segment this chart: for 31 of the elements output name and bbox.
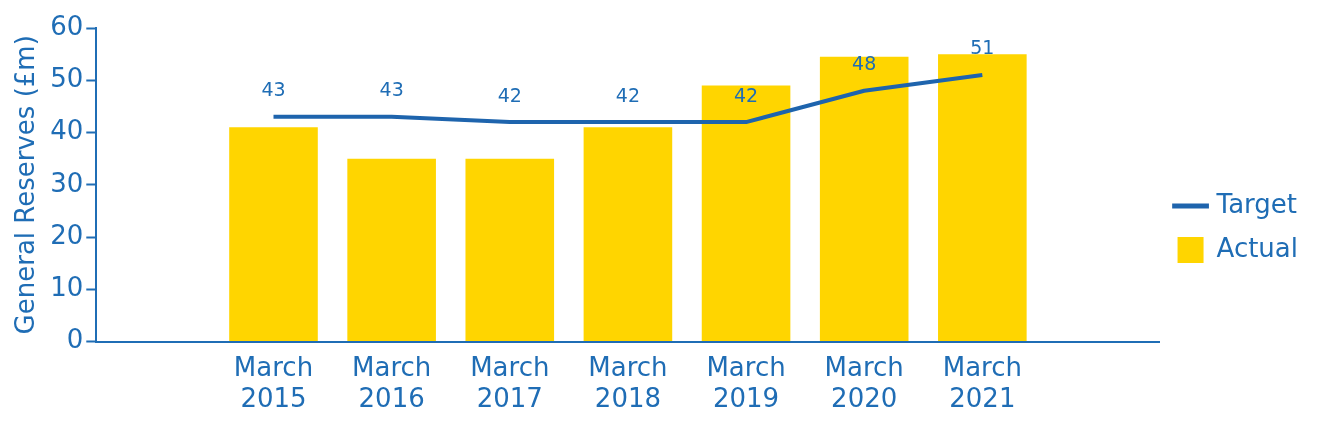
data-label: 42 bbox=[497, 83, 522, 106]
y-tick-label: 60 bbox=[50, 10, 84, 41]
y-axis-title: General Reserves (£m) bbox=[10, 35, 41, 335]
data-label: 43 bbox=[379, 78, 404, 101]
y-tick-label: 10 bbox=[50, 272, 84, 303]
bar bbox=[347, 158, 436, 342]
y-tick-label: 20 bbox=[50, 219, 84, 250]
data-label: 42 bbox=[733, 83, 759, 106]
x-tick-label: March 2018 bbox=[588, 351, 668, 414]
bar bbox=[465, 158, 555, 342]
y-tick-label: 0 bbox=[66, 324, 84, 355]
data-label: 51 bbox=[970, 36, 995, 59]
y-tick-label: 50 bbox=[50, 63, 84, 94]
bar bbox=[938, 54, 1027, 342]
bar bbox=[701, 85, 791, 342]
bar bbox=[583, 127, 673, 342]
data-label: 42 bbox=[615, 83, 641, 106]
data-label: 48 bbox=[852, 52, 877, 75]
x-tick-label: March 2016 bbox=[352, 351, 432, 414]
x-tick-label: March 2021 bbox=[942, 351, 1022, 414]
x-tick-label: March 2019 bbox=[706, 351, 786, 414]
bar bbox=[819, 56, 909, 342]
x-tick-label: March 2015 bbox=[233, 351, 314, 414]
y-tick-label: 30 bbox=[50, 167, 84, 198]
legend-label: Actual bbox=[1216, 232, 1298, 263]
bar bbox=[229, 127, 318, 342]
x-tick-label: March 2020 bbox=[824, 351, 904, 414]
y-tick-label: 40 bbox=[50, 115, 84, 146]
x-tick-label: March 2017 bbox=[470, 351, 550, 414]
data-label: 43 bbox=[261, 78, 286, 101]
legend-label: Target bbox=[1215, 188, 1297, 219]
